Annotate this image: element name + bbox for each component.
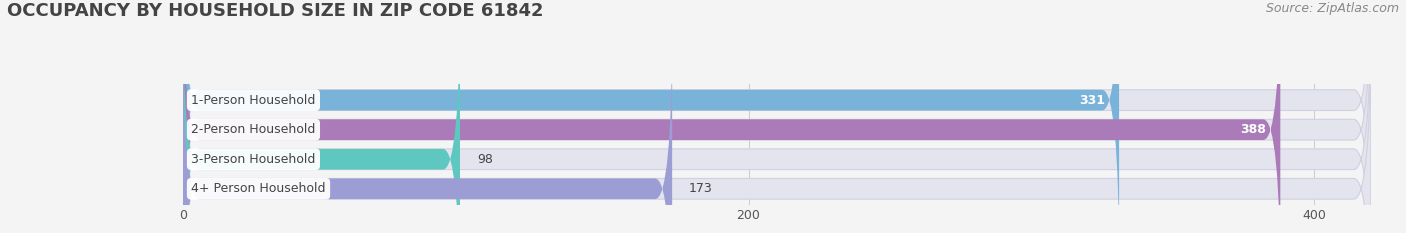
Text: 1-Person Household: 1-Person Household [191,94,315,107]
FancyBboxPatch shape [183,0,1371,233]
FancyBboxPatch shape [183,0,460,233]
Text: 2-Person Household: 2-Person Household [191,123,315,136]
FancyBboxPatch shape [183,0,1371,233]
Text: 3-Person Household: 3-Person Household [191,153,315,166]
Text: 4+ Person Household: 4+ Person Household [191,182,326,195]
FancyBboxPatch shape [183,22,672,233]
FancyBboxPatch shape [183,0,1371,233]
Text: 98: 98 [477,153,494,166]
Text: Source: ZipAtlas.com: Source: ZipAtlas.com [1265,2,1399,15]
Text: OCCUPANCY BY HOUSEHOLD SIZE IN ZIP CODE 61842: OCCUPANCY BY HOUSEHOLD SIZE IN ZIP CODE … [7,2,544,20]
Text: 388: 388 [1240,123,1267,136]
FancyBboxPatch shape [183,0,1119,233]
FancyBboxPatch shape [183,22,1371,233]
FancyBboxPatch shape [183,0,1281,233]
Text: 173: 173 [689,182,713,195]
Text: 331: 331 [1078,94,1105,107]
